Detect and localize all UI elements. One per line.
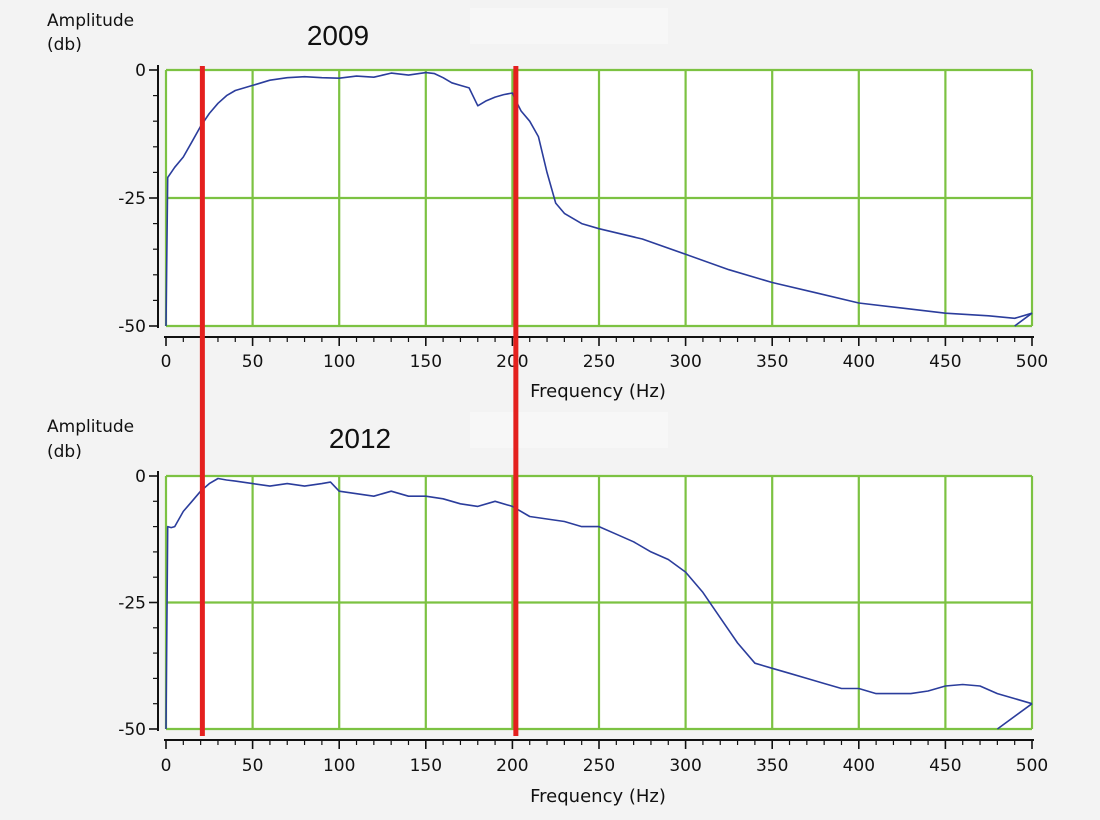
- y-tick-label: 0: [135, 467, 146, 487]
- x-tick-label: 400: [843, 352, 875, 372]
- x-tick-label: 100: [323, 352, 355, 372]
- x-tick-label: 250: [583, 756, 615, 776]
- series-line-0: [165, 71, 1033, 327]
- x-axis-label: Frequency (Hz): [530, 381, 666, 402]
- y-axis-label: Amplitude: [47, 11, 134, 31]
- y-tick-label: 0: [135, 61, 146, 81]
- x-tick-label: 350: [756, 352, 788, 372]
- header-shade: [470, 412, 668, 448]
- series-line-1: [996, 703, 1033, 730]
- x-tick-label: 150: [410, 756, 442, 776]
- y-axis-unit-label: (db): [47, 442, 82, 462]
- x-tick-label: 200: [496, 352, 528, 372]
- x-tick-label: 0: [161, 352, 172, 372]
- y-axis-label: Amplitude: [47, 417, 134, 437]
- x-tick-label: 50: [242, 352, 264, 372]
- y-tick-label: -25: [118, 594, 146, 614]
- chart-panel-2009: 0 50 100 150 200 250 300 350 400 450 500 0 -25 -50 Fre…: [47, 8, 1048, 402]
- x-tick-label: 500: [1016, 756, 1048, 776]
- x-tick-label: 50: [242, 756, 264, 776]
- header-shade: [470, 8, 668, 44]
- x-tick-label: 300: [669, 756, 701, 776]
- x-tick-label: 150: [410, 352, 442, 372]
- x-tick-label: 400: [843, 756, 875, 776]
- x-axis-label: Frequency (Hz): [530, 786, 666, 807]
- x-tick-label: 300: [669, 352, 701, 372]
- y-axis-unit-label: (db): [47, 35, 82, 55]
- y-tick-label: -25: [118, 189, 146, 209]
- series-line-1: [1014, 312, 1033, 327]
- x-tick-label: 0: [161, 756, 172, 776]
- series-line-0: [165, 477, 1033, 730]
- x-tick-label: 450: [929, 756, 961, 776]
- chart-title: 2012: [329, 423, 391, 454]
- x-tick-label: 450: [929, 352, 961, 372]
- x-tick-label: 200: [496, 756, 528, 776]
- y-tick-label: -50: [118, 720, 146, 740]
- chart-title: 2009: [307, 20, 369, 51]
- x-tick-label: 100: [323, 756, 355, 776]
- chart-panel-2012: 0 50 100 150 200 250 300 350 400 450 500 0 -25 -50 Fre…: [47, 412, 1048, 807]
- y-tick-label: -50: [118, 317, 146, 337]
- x-tick-label: 500: [1016, 352, 1048, 372]
- x-tick-label: 350: [756, 756, 788, 776]
- x-tick-label: 250: [583, 352, 615, 372]
